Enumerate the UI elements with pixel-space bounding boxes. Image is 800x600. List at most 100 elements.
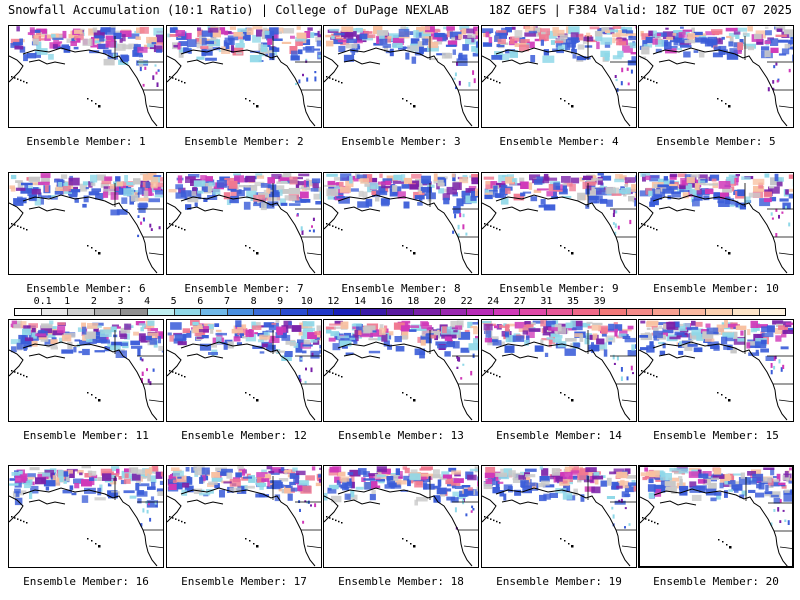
ensemble-member-caption: Ensemble Member: 5	[656, 135, 776, 148]
colorbar-cell	[201, 309, 228, 315]
ensemble-member-map[interactable]	[638, 25, 794, 128]
island	[249, 394, 251, 396]
coastline	[324, 487, 473, 567]
colorbar-cell	[413, 309, 441, 315]
island	[568, 543, 570, 545]
coastline	[9, 194, 158, 274]
colorbar-cell	[546, 309, 574, 315]
snow-field	[324, 173, 478, 238]
snow-field	[9, 466, 163, 527]
ensemble-member-caption: Ensemble Member: 14	[496, 429, 622, 442]
snowfall-map	[482, 466, 636, 567]
snowfall-map	[167, 26, 321, 127]
ensemble-member-map[interactable]	[481, 25, 637, 128]
snow-field	[640, 467, 792, 526]
island	[413, 105, 416, 108]
borders	[587, 330, 636, 403]
snow-field	[482, 26, 636, 92]
borders	[429, 183, 478, 256]
coastline	[482, 47, 631, 127]
island	[406, 247, 408, 249]
coastline	[639, 194, 788, 274]
island	[87, 392, 89, 394]
ensemble-member-caption: Ensemble Member: 6	[26, 282, 146, 295]
colorbar-tick-label: 3	[117, 296, 124, 307]
ensemble-member-map[interactable]	[481, 465, 637, 568]
island	[249, 247, 251, 249]
colorbar-cell	[254, 309, 281, 315]
island	[564, 540, 566, 542]
ensemble-member-map[interactable]	[323, 465, 479, 568]
snow-field	[483, 466, 636, 529]
snow-field	[325, 320, 478, 380]
coastline	[9, 341, 158, 421]
snow-field	[482, 320, 636, 381]
ensemble-member-caption: Ensemble Member: 8	[341, 282, 461, 295]
island	[253, 103, 255, 105]
ensemble-member-map[interactable]	[166, 25, 322, 128]
snowfall-map	[167, 320, 321, 421]
ensemble-member-map[interactable]	[638, 319, 794, 422]
colorbar-cell	[280, 309, 308, 315]
ensemble-member-map[interactable]	[8, 172, 164, 275]
colorbar-tick-label: 4	[144, 296, 151, 307]
island	[410, 397, 412, 399]
island	[256, 399, 259, 402]
island	[568, 103, 570, 105]
island	[256, 252, 259, 255]
snow-field	[639, 173, 793, 237]
island	[402, 538, 404, 540]
ensemble-member-map[interactable]	[638, 172, 794, 275]
coastline	[482, 341, 631, 421]
island	[725, 397, 727, 399]
island	[95, 397, 97, 399]
island	[253, 543, 255, 545]
coastline	[167, 47, 316, 127]
colorbar-tick-label: 31	[540, 296, 553, 307]
ensemble-member-map[interactable]	[323, 319, 479, 422]
ensemble-member-map[interactable]	[8, 465, 164, 568]
island	[728, 252, 731, 255]
island	[98, 252, 101, 255]
coastline	[639, 341, 788, 421]
island	[245, 392, 247, 394]
snow-field	[167, 26, 321, 86]
island	[410, 103, 412, 105]
island	[91, 247, 93, 249]
ensemble-member-map[interactable]	[8, 25, 164, 128]
coastline	[640, 488, 788, 566]
coastline	[9, 487, 158, 567]
island	[98, 105, 101, 108]
island	[728, 105, 731, 108]
coastline	[9, 47, 158, 127]
ensemble-member-caption: Ensemble Member: 13	[338, 429, 464, 442]
colorbar-tick-label: 27	[513, 296, 526, 307]
colorbar-cell	[759, 309, 786, 315]
ensemble-member-map[interactable]	[8, 319, 164, 422]
colorbar-tick-label: 22	[460, 296, 473, 307]
ensemble-member-map[interactable]	[481, 319, 637, 422]
colorbar-tick-label: 6	[197, 296, 204, 307]
colorbar-tick-label: 9	[277, 296, 284, 307]
island	[717, 245, 719, 247]
ensemble-member-map[interactable]	[166, 172, 322, 275]
ensemble-member-map[interactable]	[323, 172, 479, 275]
ensemble-member-map[interactable]	[323, 25, 479, 128]
colorbar-cell	[147, 309, 175, 315]
coastline	[482, 194, 631, 274]
island	[564, 247, 566, 249]
island	[410, 250, 412, 252]
coastline	[324, 47, 473, 127]
island	[568, 250, 570, 252]
snowfall-map	[167, 466, 321, 567]
ensemble-member-map[interactable]	[166, 465, 322, 568]
ensemble-member-map[interactable]	[481, 172, 637, 275]
colorbar-labels: 0.1 1 2 3 4 5 6 7 8 9 10 12 14 16 18 20 22 24 27 31 35 39	[14, 296, 786, 308]
ensemble-member-map[interactable]	[638, 465, 794, 568]
borders	[114, 183, 163, 256]
borders	[587, 36, 636, 109]
colorbar-cell	[573, 309, 601, 315]
colorbar	[14, 308, 786, 316]
ensemble-member-map[interactable]	[166, 319, 322, 422]
colorbar-cell	[94, 309, 122, 315]
